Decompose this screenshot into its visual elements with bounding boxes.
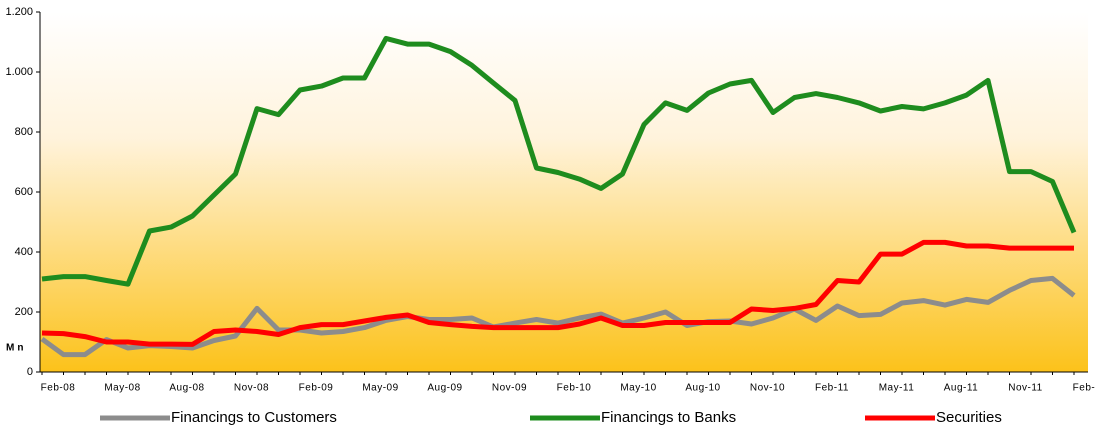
x-tick-label: Aug-09 (427, 383, 462, 394)
legend-label: Financings to Customers (171, 409, 337, 426)
x-tick-label: May-09 (362, 383, 398, 394)
x-tick-label: Feb-12 (1073, 383, 1095, 394)
y-tick-label: 0 (27, 366, 33, 378)
y-tick-label: 200 (15, 306, 33, 318)
x-tick-label: Nov-08 (234, 383, 269, 394)
x-tick-label: Aug-11 (944, 383, 979, 394)
x-tick-label: Nov-11 (1008, 383, 1043, 394)
x-tick-label: Feb-09 (299, 383, 334, 394)
series-line (40, 275, 1076, 358)
x-tick-label: May-11 (879, 383, 915, 394)
x-tick-label: May-10 (620, 383, 656, 394)
y-axis-label: Mn (6, 343, 26, 354)
x-tick-label: Aug-08 (169, 383, 204, 394)
x-tick-label: May-08 (104, 383, 140, 394)
plot-area (40, 12, 1088, 372)
legend-label: Financings to Banks (601, 409, 736, 426)
legend-label: Securities (936, 409, 1002, 426)
y-tick-label: 600 (15, 186, 33, 198)
series-line (41, 35, 1077, 287)
y-tick-label: 400 (15, 246, 33, 258)
series-line (41, 239, 1074, 347)
x-tick-label: Nov-09 (492, 383, 527, 394)
y-tick-label: 1.200 (5, 6, 33, 18)
x-tick-label: Feb-11 (815, 383, 849, 394)
x-tick-label: Nov-10 (750, 383, 785, 394)
x-tick-label: Feb-10 (557, 383, 592, 394)
x-tick-label: Aug-10 (685, 383, 720, 394)
y-tick-label: 800 (15, 126, 33, 138)
y-tick-label: 1.000 (5, 66, 33, 78)
x-tick-label: Feb-08 (41, 383, 76, 394)
